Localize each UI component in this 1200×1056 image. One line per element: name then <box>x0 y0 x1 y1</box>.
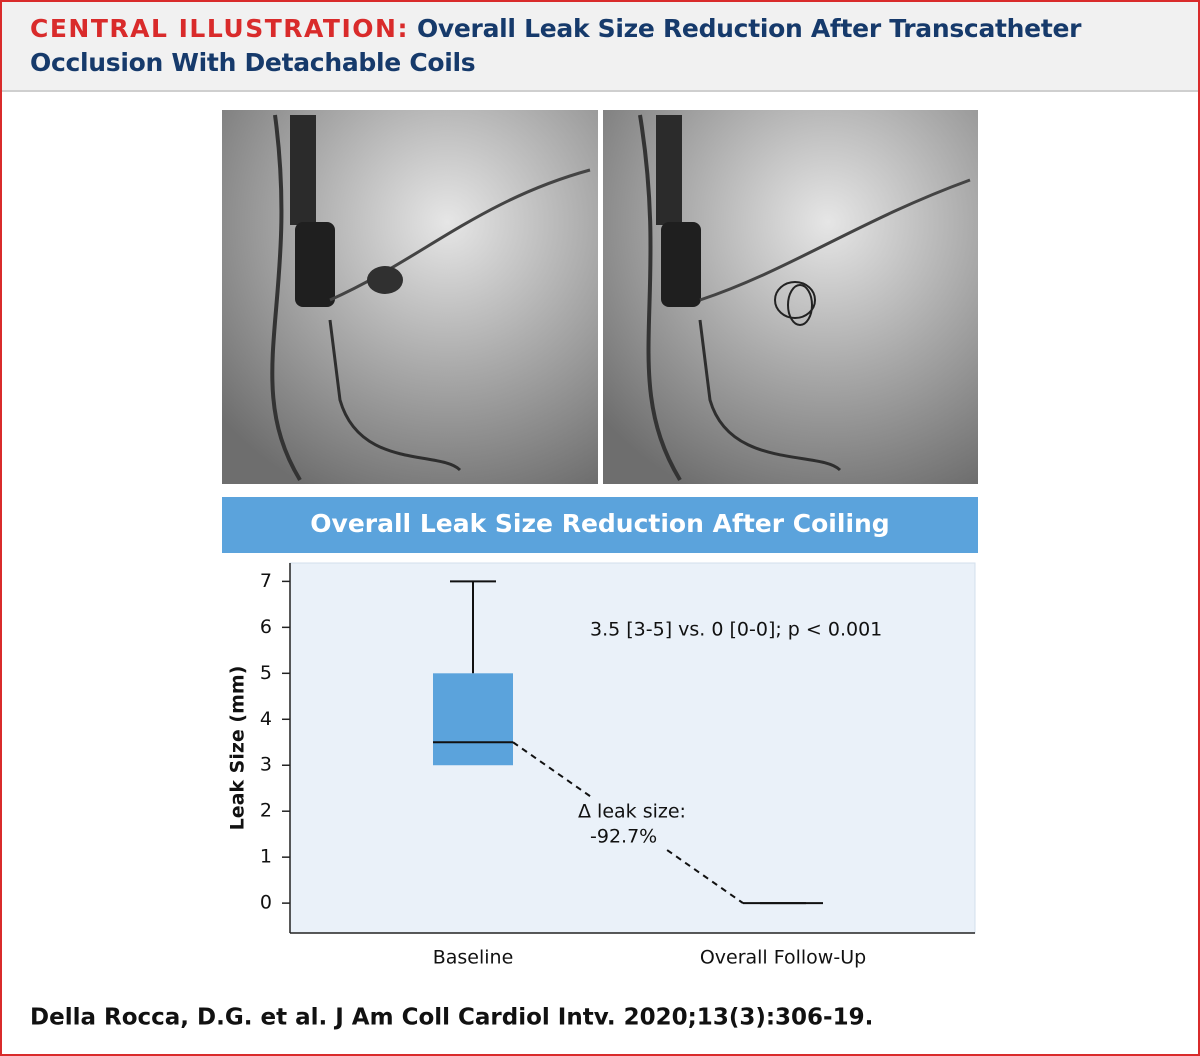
title-text: Overall Leak Size Reduction After Transc… <box>30 14 1082 77</box>
y-tick-label: 6 <box>260 616 272 638</box>
plot-area <box>289 562 976 934</box>
y-tick-label: 3 <box>260 754 272 776</box>
annotation: -92.7% <box>590 826 657 848</box>
header <box>2 2 1198 92</box>
y-axis-label: Leak Size (mm) <box>227 666 249 831</box>
box <box>433 673 513 766</box>
header-title: CENTRAL ILLUSTRATION: Overall Leak Size R… <box>30 12 1180 80</box>
y-tick-label: 2 <box>260 800 272 822</box>
fluoro-left <box>222 110 598 484</box>
annotation: 3.5 [3-5] vs. 0 [0-0]; p < 0.001 <box>590 619 882 641</box>
annotation: Δ leak size: <box>578 801 686 823</box>
header-label: CENTRAL ILLUSTRATION: <box>30 14 409 43</box>
y-tick-label: 4 <box>260 708 272 730</box>
fluoro-right <box>603 110 978 484</box>
citation: Della Rocca, D.G. et al. J Am Coll Cardi… <box>30 1005 873 1031</box>
x-tick-label: Baseline <box>433 947 514 969</box>
connector <box>512 741 592 798</box>
chart-title: Overall Leak Size Reduction After Coilin… <box>310 509 889 538</box>
y-tick-label: 0 <box>260 892 272 914</box>
x-tick-label: Overall Follow-Up <box>700 947 866 969</box>
banner <box>222 497 978 553</box>
connector <box>666 849 744 904</box>
y-tick-label: 1 <box>260 846 272 868</box>
y-tick-label: 5 <box>260 662 272 684</box>
y-tick-label: 7 <box>260 570 272 592</box>
